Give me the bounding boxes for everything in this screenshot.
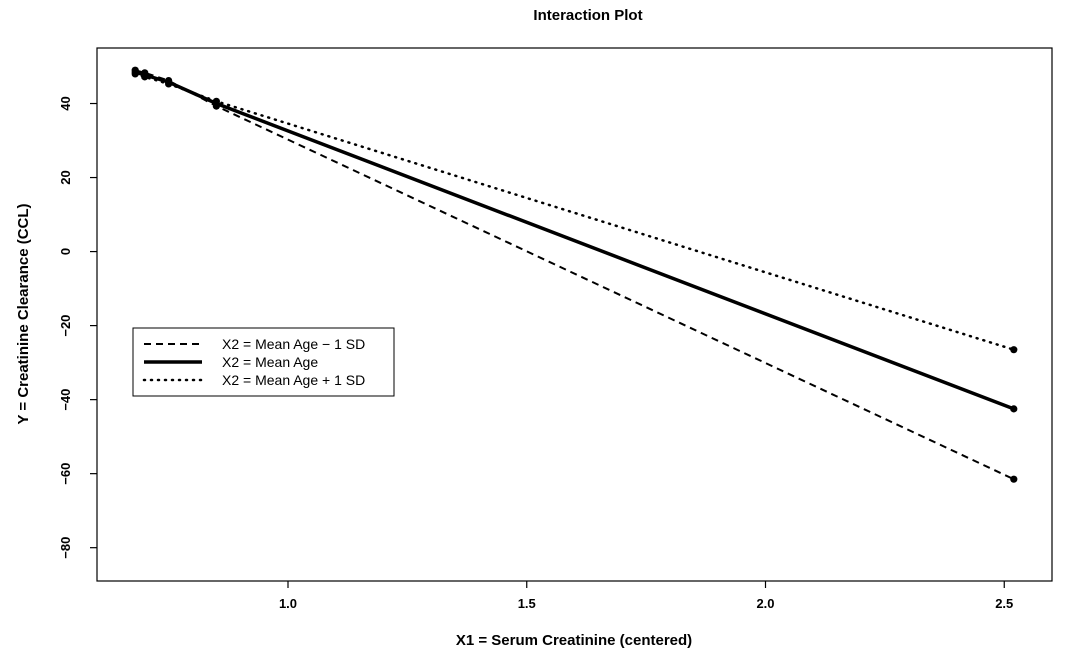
data-point [165, 80, 173, 88]
data-point [212, 97, 220, 105]
y-tick-label: −60 [58, 463, 73, 485]
data-point [1010, 405, 1018, 413]
x-tick-label: 2.0 [756, 596, 774, 611]
x-axis: 1.0 1.5 2.0 2.5 [279, 581, 1013, 611]
x-tick-label: 1.0 [279, 596, 297, 611]
y-tick-label: −40 [58, 389, 73, 411]
y-tick-label: 40 [58, 96, 73, 110]
legend-label-mean: X2 = Mean Age [222, 354, 318, 370]
y-tick-label: −80 [58, 537, 73, 559]
plot-frame [96, 47, 1053, 582]
y-tick-label: 0 [58, 248, 73, 255]
legend-label-plus-sd: X2 = Mean Age + 1 SD [222, 372, 365, 388]
series-line-dotted [133, 72, 1016, 351]
y-tick-label: 20 [58, 170, 73, 184]
x-axis-label: X1 = Serum Creatinine (centered) [456, 632, 692, 649]
chart-title: Interaction Plot [533, 7, 642, 24]
y-tick-label: −20 [58, 315, 73, 337]
data-point [1010, 475, 1018, 483]
x-tick-label: 2.5 [995, 596, 1013, 611]
y-axis-label: Y = Creatinine Clearance (CCL) [15, 203, 32, 424]
data-point [1010, 346, 1018, 354]
data-point [141, 73, 149, 81]
legend-label-minus-sd: X2 = Mean Age − 1 SD [222, 336, 365, 352]
series-layer [131, 66, 1018, 483]
x-tick-label: 1.5 [518, 596, 536, 611]
data-point [131, 70, 139, 78]
y-axis: −80 −60 −40 −20 0 20 40 [58, 96, 97, 559]
legend: X2 = Mean Age − 1 SD X2 = Mean Age X2 = … [132, 327, 395, 397]
series-line-dashed [134, 69, 1015, 481]
